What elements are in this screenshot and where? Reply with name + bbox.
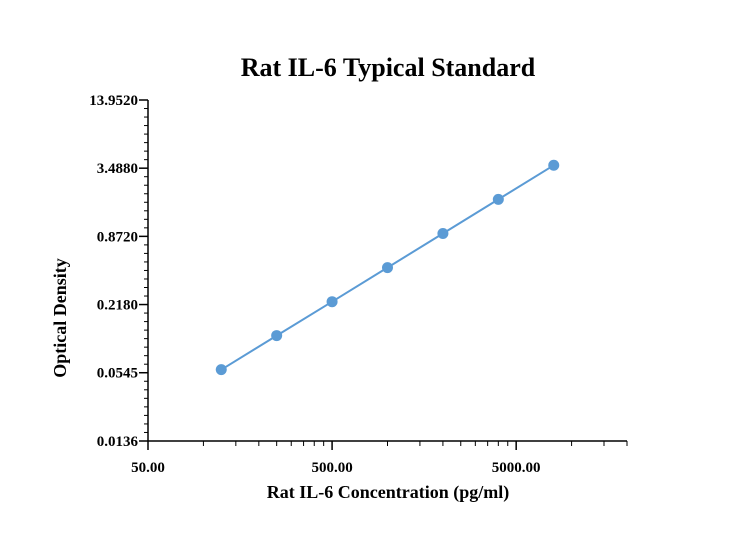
data-point [271,330,283,342]
x-axis: 50.00 500.00 5000.00 [131,440,628,476]
data-point [437,228,449,240]
plot-area [215,159,560,376]
y-tick-label: 0.0136 [97,434,139,450]
x-axis-title: Rat IL-6 Concentration (pg/ml) [267,482,509,503]
data-point [215,364,227,376]
y-tick-label: 0.8720 [97,229,138,245]
data-point [382,262,393,274]
data-point [492,193,504,205]
data-point [326,296,338,308]
y-tick-label: 0.2180 [97,298,138,314]
y-tick-label: 13.9520 [89,93,138,109]
data-point [548,159,560,171]
y-axis: 0.0136 0.0545 0.2180 0.8720 3.4880 13.9520 [89,93,149,450]
y-tick-label: 3.4880 [97,161,138,177]
y-tick-label: 0.0545 [97,366,138,382]
x-tick-label: 500.00 [311,460,352,476]
x-tick-label: 5000.00 [492,460,541,476]
y-axis-title: Optical Density [50,258,70,378]
chart-title: Rat IL-6 Typical Standard [241,53,536,82]
x-tick-label: 50.00 [131,460,165,476]
